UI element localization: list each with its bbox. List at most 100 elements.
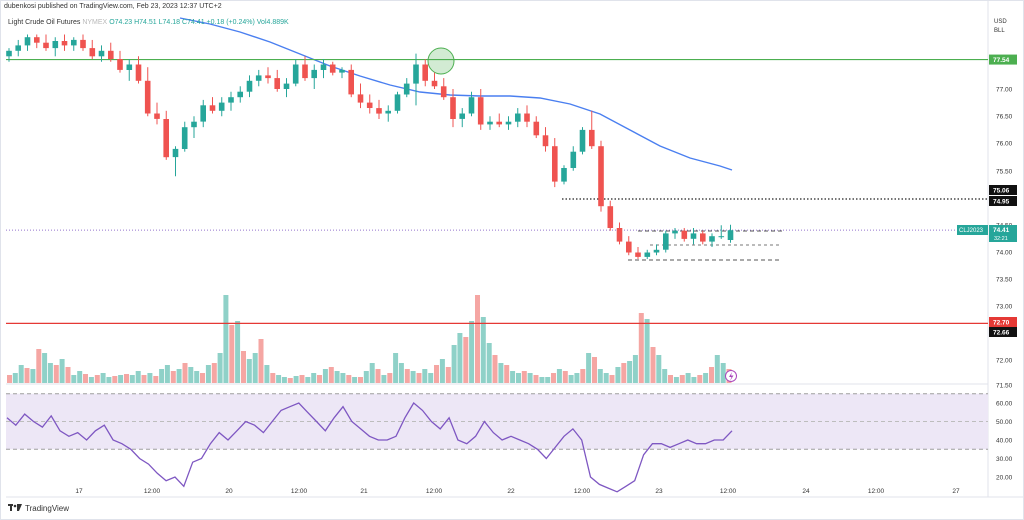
currency-unit: USD BLL — [994, 18, 1007, 36]
time-axis-tick-label: 21 — [360, 488, 368, 495]
candle-body — [718, 236, 725, 238]
volume-bar — [668, 375, 673, 383]
volume-bar — [551, 373, 556, 383]
candle-body — [191, 121, 197, 128]
volume-bar — [205, 365, 211, 383]
volume-bar — [170, 371, 176, 383]
volume-bar — [480, 317, 486, 383]
ohlc-open: O74.23 — [109, 19, 133, 26]
candle-body — [653, 249, 660, 253]
footer-brand-label: TradingView — [25, 504, 70, 513]
candle-body — [274, 78, 280, 89]
volume-bar — [597, 369, 603, 383]
volume-bar — [334, 371, 340, 383]
volume-bar — [12, 373, 18, 383]
candle-body — [505, 121, 512, 125]
volume-bar — [498, 363, 504, 383]
volume-bar — [545, 377, 551, 383]
volume-bar — [381, 375, 387, 383]
last-price-box — [989, 225, 1017, 242]
volume-bar — [200, 373, 205, 383]
time-axis-tick-label: 20 — [225, 488, 233, 495]
ohlc-low: L74.18 — [158, 19, 181, 26]
volume-bar — [264, 365, 270, 383]
volume-bar — [445, 367, 451, 383]
volume-bar — [562, 371, 568, 383]
candle-body — [117, 59, 123, 70]
candle-body — [487, 121, 493, 125]
volume-bar — [556, 369, 562, 383]
candle-body — [366, 102, 373, 108]
time-axis-tick-label: 12:00 — [574, 488, 591, 495]
candle-body — [43, 42, 49, 49]
candle-body — [237, 91, 243, 98]
volume-bar — [229, 325, 235, 383]
dotted-price-tag-2: 74.95 — [993, 199, 1010, 206]
price-axis-tick-label: 73.00 — [996, 304, 1013, 311]
candle-body — [579, 129, 586, 152]
volume-bar — [18, 365, 24, 383]
volume-bar — [352, 377, 358, 383]
rsi-line — [6, 402, 733, 493]
volume-bar — [71, 375, 77, 383]
lightning-icon-glyph — [729, 372, 734, 381]
candle-body — [385, 110, 391, 114]
candle-body — [663, 233, 669, 250]
volume-bar — [691, 377, 697, 383]
candle-body — [496, 121, 502, 125]
volume-bar — [709, 367, 714, 383]
candle-body — [126, 64, 133, 70]
volume-bar — [398, 363, 404, 383]
volume-bar — [673, 377, 679, 383]
candle-body — [533, 121, 540, 136]
volume-bar — [59, 359, 65, 383]
volume-bar — [703, 373, 709, 383]
volume-bar — [492, 355, 498, 383]
candle-body — [450, 97, 456, 119]
time-axis-tick-label: 12:00 — [144, 488, 161, 495]
support-price-tag-2: 72.66 — [993, 330, 1010, 337]
volume-bar — [358, 377, 363, 383]
candle-body — [172, 148, 179, 158]
moving-average-line — [179, 17, 733, 171]
footer-brand[interactable]: TradingView — [8, 504, 69, 513]
candle-body — [403, 83, 410, 95]
resistance-price-tag-bg — [989, 54, 1017, 65]
candle-body — [34, 37, 40, 43]
volume-bar — [182, 363, 188, 383]
candle-body — [644, 252, 651, 257]
volume-bar — [697, 375, 703, 383]
volume-bar — [679, 375, 685, 383]
volume-bar — [124, 374, 129, 383]
volume-bar — [65, 367, 71, 383]
candle-body — [357, 94, 364, 103]
candle-body — [163, 119, 169, 158]
volume-bar — [434, 365, 439, 383]
volume-bar — [141, 375, 147, 383]
volume-bar — [112, 376, 118, 383]
bar-countdown: 32:21 — [994, 236, 1008, 242]
volume-bar — [135, 371, 141, 383]
candle-body — [570, 151, 577, 168]
volume-bar — [223, 295, 229, 383]
tradingview-logo-icon — [8, 504, 22, 511]
time-axis-tick-label: 12:00 — [426, 488, 443, 495]
volume-bar — [568, 375, 574, 383]
candle-body — [265, 75, 271, 79]
candle-body — [61, 41, 68, 46]
rsi-axis-tick-label: 20.00 — [996, 475, 1013, 482]
volume-bar — [270, 373, 276, 383]
volume-bar — [439, 359, 445, 383]
candle-body — [255, 75, 262, 81]
volume-bar — [7, 375, 12, 383]
dotted-price-tag-2-bg — [989, 196, 1017, 206]
volume-bar — [533, 375, 539, 383]
volume-bar — [510, 371, 516, 383]
volume-bar — [375, 369, 381, 383]
price-axis-tick-label: 75.50 — [996, 169, 1013, 176]
volume-bar — [404, 369, 410, 383]
volume-bar — [428, 373, 434, 383]
candle-body — [209, 105, 216, 111]
volume-bar — [281, 377, 287, 383]
